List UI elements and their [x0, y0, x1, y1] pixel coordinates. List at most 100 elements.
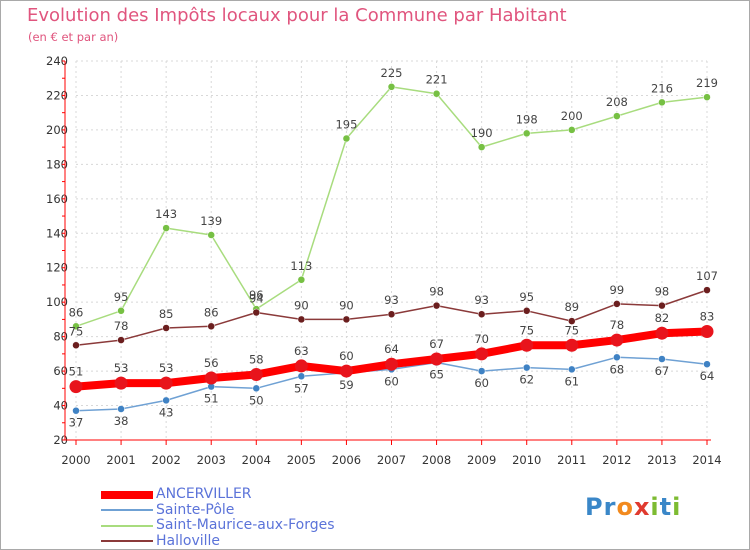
- legend-label: Halloville: [156, 532, 221, 549]
- data-point: [432, 301, 441, 310]
- logo-letter: i: [672, 493, 682, 521]
- data-point: [522, 307, 531, 315]
- data-label: 225: [381, 66, 403, 80]
- data-point: [613, 300, 621, 308]
- data-label: 190: [471, 126, 493, 140]
- data-point: [522, 129, 531, 138]
- data-label: 90: [339, 298, 354, 312]
- x-tick-label: 2010: [512, 453, 541, 467]
- data-label: 90: [294, 298, 309, 312]
- data-label: 60: [384, 374, 399, 388]
- x-tick-label: 2003: [197, 453, 226, 467]
- data-point: [387, 83, 396, 91]
- data-label: 99: [610, 283, 625, 297]
- x-tick-label: 2001: [106, 453, 135, 467]
- data-label: 78: [610, 318, 625, 332]
- data-label: 139: [200, 214, 222, 228]
- data-label: 98: [655, 285, 670, 299]
- data-label: 200: [561, 109, 583, 123]
- data-point: [700, 324, 714, 338]
- data-label: 86: [69, 305, 84, 319]
- data-point: [658, 301, 666, 310]
- data-label: 107: [696, 269, 718, 283]
- data-point: [655, 326, 669, 340]
- data-label: 68: [610, 362, 625, 376]
- data-point: [658, 98, 666, 107]
- data-label: 143: [155, 207, 177, 221]
- data-label: 38: [114, 414, 129, 428]
- data-label: 208: [606, 95, 628, 109]
- y-tick-label: 60: [53, 364, 68, 378]
- data-label: 85: [159, 307, 174, 321]
- data-label: 75: [69, 324, 84, 338]
- data-label: 98: [429, 285, 444, 299]
- data-point: [385, 357, 398, 371]
- data-point: [430, 352, 444, 366]
- data-point: [703, 286, 711, 294]
- data-point: [294, 359, 308, 373]
- x-tick-label: 2007: [377, 453, 406, 467]
- data-label: 93: [474, 293, 489, 307]
- data-label: 60: [339, 349, 354, 363]
- data-label: 216: [651, 81, 673, 95]
- data-point: [477, 367, 486, 375]
- logo-letter: P: [585, 493, 604, 521]
- data-point: [252, 308, 261, 317]
- data-label: 113: [290, 259, 312, 273]
- data-point: [432, 89, 441, 98]
- data-label: 43: [159, 405, 174, 419]
- logo-letter: t: [659, 493, 673, 521]
- data-point: [703, 93, 711, 101]
- data-point: [159, 376, 173, 390]
- data-point: [520, 338, 534, 352]
- logo-letter: r: [603, 493, 617, 521]
- data-label: 78: [114, 319, 129, 333]
- data-label: 75: [564, 323, 579, 337]
- data-point: [522, 363, 531, 372]
- data-point: [613, 112, 621, 120]
- data-point: [114, 376, 128, 390]
- x-tick-label: 2000: [61, 453, 90, 467]
- data-point: [252, 384, 261, 393]
- data-label: 65: [429, 367, 444, 381]
- y-tick-label: 40: [53, 399, 68, 413]
- data-label: 95: [114, 290, 129, 304]
- data-label: 51: [69, 365, 84, 379]
- data-label: 62: [519, 373, 534, 387]
- data-label: 59: [339, 378, 354, 392]
- legend-swatch: [101, 524, 153, 527]
- data-point: [72, 322, 80, 331]
- data-label: 198: [516, 112, 538, 126]
- data-label: 64: [700, 369, 715, 383]
- data-label: 56: [204, 356, 219, 370]
- data-point: [342, 134, 351, 143]
- y-tick-label: 140: [46, 226, 68, 240]
- data-label: 63: [294, 344, 309, 358]
- data-label: 50: [249, 393, 264, 407]
- y-tick-label: 160: [46, 192, 68, 206]
- legend-swatch: [101, 509, 153, 512]
- data-label: 67: [429, 337, 444, 351]
- x-tick-label: 2008: [422, 453, 451, 467]
- data-label: 57: [294, 381, 309, 395]
- x-tick-label: 2012: [602, 453, 631, 467]
- data-label: 219: [696, 76, 718, 90]
- legend-label: Saint-Maurice-aux-Forges: [156, 517, 335, 533]
- data-point: [613, 353, 621, 362]
- data-point: [568, 126, 576, 134]
- proxiti-logo: Proxiti: [585, 493, 681, 521]
- data-label: 53: [114, 361, 129, 375]
- data-label: 82: [655, 311, 670, 325]
- data-point: [339, 364, 353, 378]
- data-point: [297, 315, 306, 324]
- legend-label: ANCERVILLER: [156, 486, 252, 502]
- x-tick-label: 2013: [647, 453, 676, 467]
- data-label: 75: [519, 323, 534, 337]
- data-label: 60: [474, 376, 489, 390]
- x-tick-label: 2011: [557, 453, 586, 467]
- data-point: [703, 360, 711, 368]
- y-tick-label: 220: [46, 88, 68, 102]
- legend-label: Sainte-Pôle: [156, 501, 235, 518]
